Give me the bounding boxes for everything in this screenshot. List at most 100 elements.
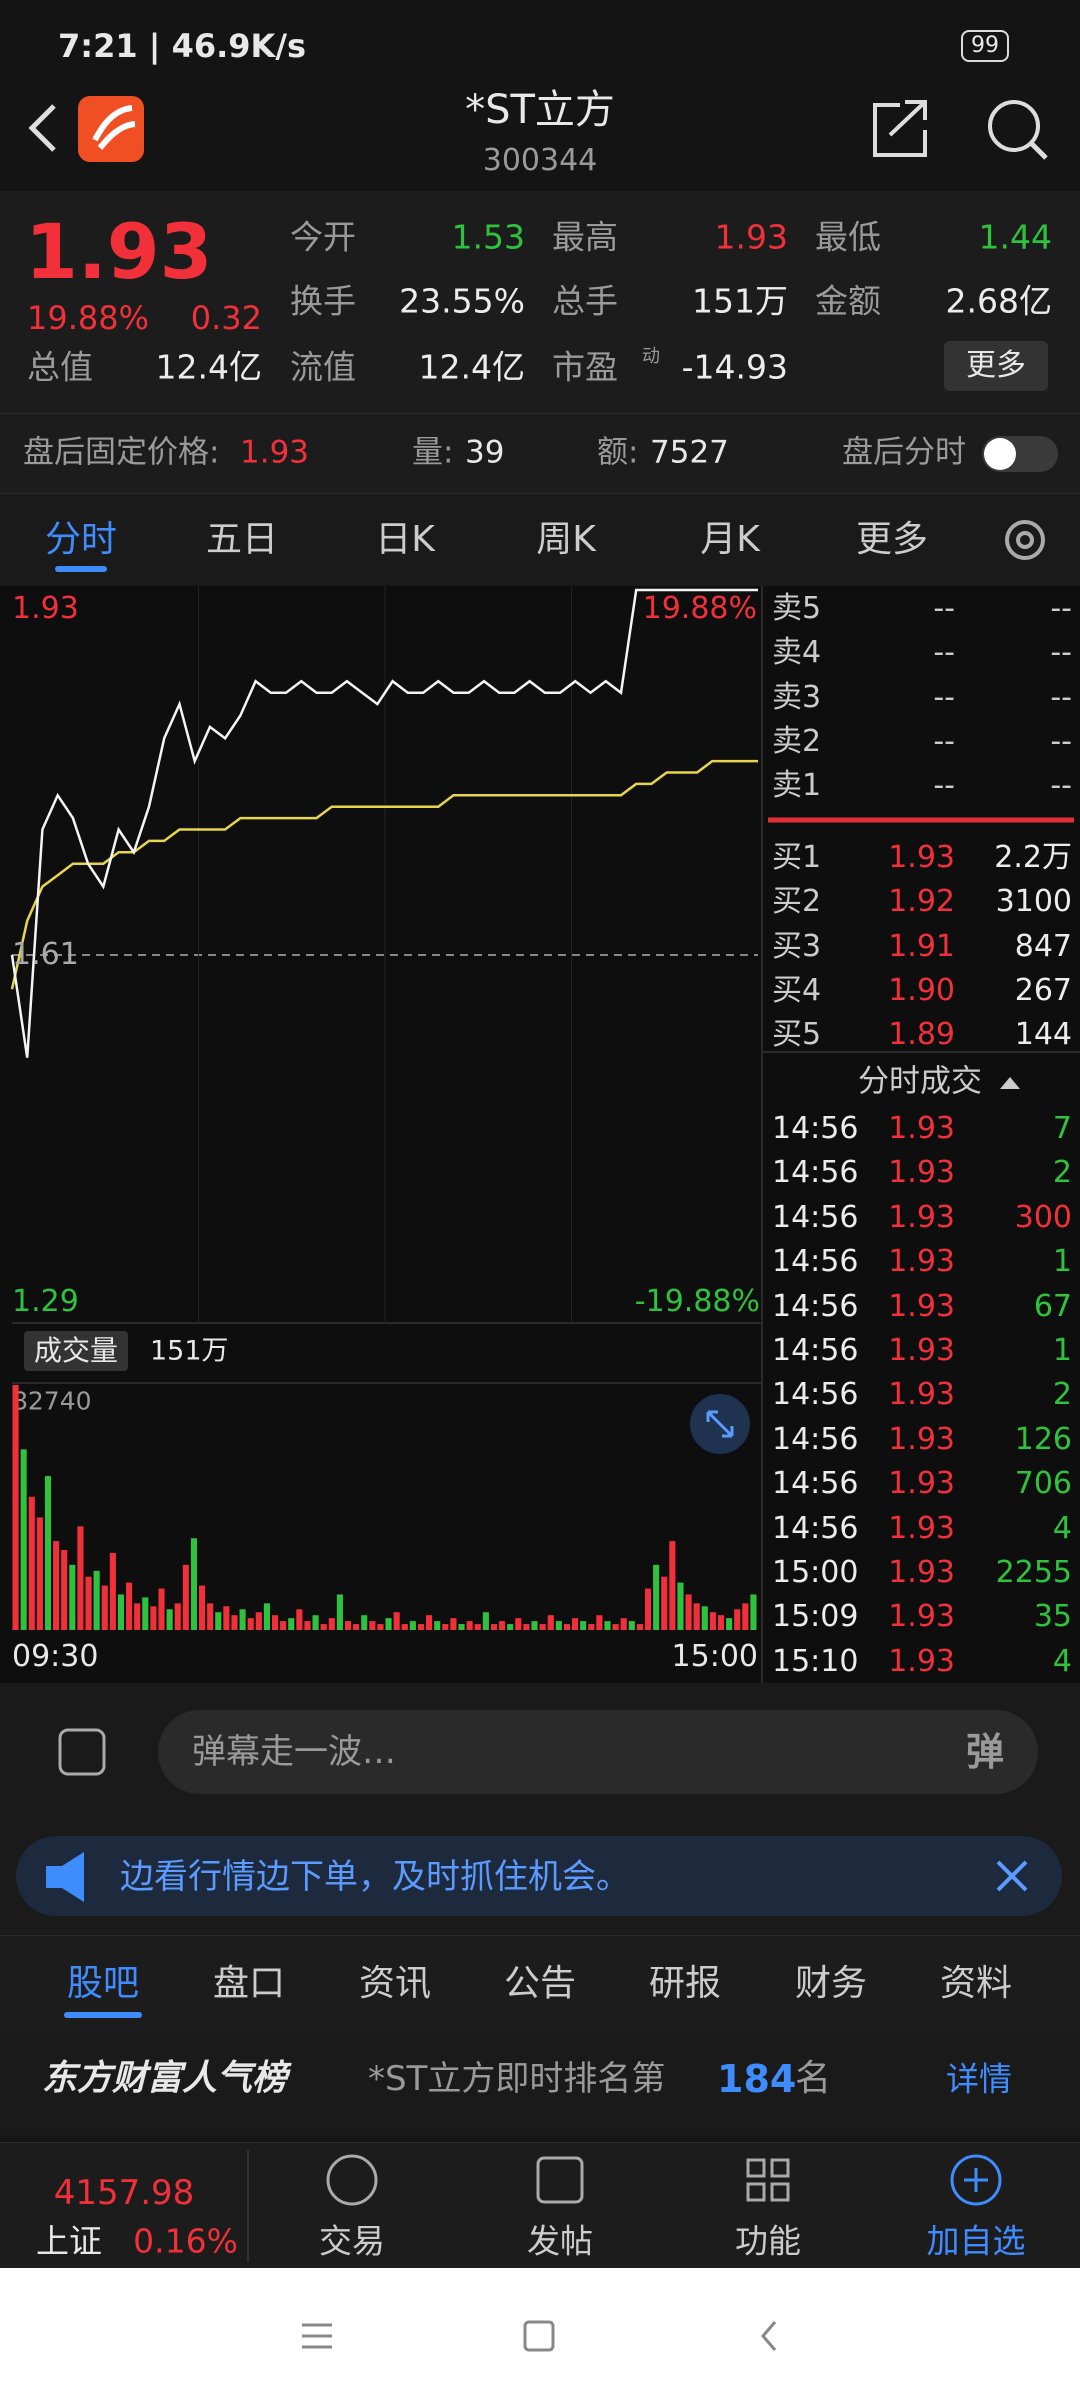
book-volume: -- bbox=[1050, 768, 1072, 804]
book-price: 1.89 bbox=[888, 1017, 955, 1053]
trade-volume: 4 bbox=[1052, 1510, 1072, 1546]
field-label: 市盈 bbox=[552, 347, 618, 387]
trade-volume: 2255 bbox=[995, 1555, 1072, 1590]
index-name: 上证 bbox=[36, 2221, 102, 2261]
quote-bg bbox=[0, 191, 1080, 413]
book-label: 卖2 bbox=[772, 723, 822, 759]
trade-volume: 1 bbox=[1052, 1244, 1072, 1280]
trade-volume: 2 bbox=[1052, 1377, 1072, 1413]
book-label: 买5 bbox=[772, 1017, 822, 1053]
y-tick-label: 1.93 bbox=[12, 591, 79, 626]
toggle-knob bbox=[984, 438, 1016, 470]
ah-label: 盘后固定价格: bbox=[23, 434, 220, 471]
field-value: 2.68亿 bbox=[945, 281, 1052, 321]
field-label: 流值 bbox=[290, 347, 356, 387]
more-button[interactable]: 更多 bbox=[944, 341, 1048, 391]
status-time: 7:21 | 46.9K/s bbox=[58, 27, 307, 65]
section-tab[interactable]: 财务 bbox=[794, 1963, 868, 2004]
trade-volume: 1 bbox=[1052, 1333, 1072, 1368]
book-price: 1.90 bbox=[888, 972, 955, 1008]
field-label: 最高 bbox=[552, 217, 618, 257]
ah-price: 1.93 bbox=[240, 434, 310, 471]
ranking-brand: 东方财富人气榜 bbox=[42, 2058, 288, 2099]
field-value: 1.44 bbox=[978, 217, 1052, 257]
ranking-unit: 名 bbox=[795, 2058, 832, 2099]
ranking-link[interactable]: 详情 bbox=[946, 2059, 1012, 2099]
section-tab[interactable]: 股吧 bbox=[66, 1963, 140, 2004]
book-volume: -- bbox=[1050, 723, 1072, 759]
field-label: 今开 bbox=[290, 217, 356, 257]
banner[interactable] bbox=[16, 1836, 1062, 1916]
field-value: -14.93 bbox=[681, 347, 788, 387]
pe-note: 动 bbox=[642, 346, 660, 367]
ah-vol-label: 量: bbox=[412, 434, 454, 471]
time-start: 09:30 bbox=[12, 1639, 99, 1674]
section-tab[interactable]: 公告 bbox=[503, 1963, 577, 2004]
section-tab[interactable]: 研报 bbox=[648, 1963, 722, 2004]
danmu-button[interactable]: 弹 bbox=[965, 1730, 1005, 1774]
trade-price: 1.93 bbox=[888, 1288, 955, 1324]
field-value: 1.53 bbox=[451, 217, 525, 257]
trade-volume: 67 bbox=[1033, 1288, 1072, 1324]
trade-volume: 35 bbox=[1033, 1599, 1072, 1635]
bottom-item[interactable]: 交易 bbox=[319, 2221, 385, 2261]
field-label: 总值 bbox=[27, 347, 93, 387]
book-price: 1.93 bbox=[888, 840, 955, 875]
book-volume: 847 bbox=[1014, 928, 1072, 964]
trade-volume: 706 bbox=[1014, 1466, 1072, 1502]
section-tabs-bg bbox=[0, 1935, 1080, 2031]
trade-time: 15:00 bbox=[772, 1555, 859, 1590]
trade-price: 1.93 bbox=[888, 1643, 955, 1679]
book-label: 卖5 bbox=[772, 591, 822, 626]
ah-vol: 39 bbox=[465, 434, 505, 471]
index-change: 0.16% bbox=[133, 2221, 238, 2261]
stock-code: 300344 bbox=[482, 143, 598, 178]
book-label: 买4 bbox=[772, 972, 822, 1008]
trade-time: 14:56 bbox=[772, 1288, 859, 1324]
trade-price: 1.93 bbox=[888, 1155, 955, 1191]
field-value: 151万 bbox=[692, 281, 788, 321]
volume-label[interactable]: 成交量 bbox=[24, 1331, 129, 1371]
volume-max: 82740 bbox=[12, 1386, 92, 1416]
chart-tab[interactable]: 更多 bbox=[855, 519, 929, 560]
chart-tab[interactable]: 月K bbox=[700, 519, 760, 560]
tabs-bg bbox=[0, 493, 1080, 587]
battery: 99 bbox=[961, 30, 1009, 62]
danmu-input[interactable] bbox=[158, 1710, 1038, 1794]
book-volume: 144 bbox=[1014, 1017, 1072, 1053]
chart-tab[interactable]: 分时 bbox=[44, 519, 118, 560]
trade-volume: 126 bbox=[1014, 1421, 1072, 1457]
trade-time: 14:56 bbox=[772, 1333, 859, 1368]
book-volume: -- bbox=[1050, 679, 1072, 715]
section-tab[interactable]: 资料 bbox=[939, 1963, 1013, 2004]
chart-tab[interactable]: 日K bbox=[375, 519, 435, 560]
bottom-item[interactable]: 功能 bbox=[735, 2221, 801, 2261]
toggle[interactable] bbox=[982, 436, 1058, 472]
field-value: 12.4亿 bbox=[155, 347, 262, 387]
book-price: 1.92 bbox=[888, 884, 955, 920]
danmu-placeholder: 弹幕走一波… bbox=[192, 1732, 396, 1772]
book-price: 1.91 bbox=[888, 928, 955, 964]
bottom-item[interactable]: 发帖 bbox=[527, 2221, 593, 2261]
book-volume: 3100 bbox=[995, 884, 1072, 920]
total-volume: 151万 bbox=[150, 1335, 229, 1367]
book-label: 卖4 bbox=[772, 635, 822, 671]
trade-price: 1.93 bbox=[888, 1111, 955, 1146]
header-bg bbox=[0, 0, 1080, 191]
book-label: 买2 bbox=[772, 884, 822, 920]
bottom-item[interactable]: 加自选 bbox=[926, 2221, 1026, 2261]
trade-price: 1.93 bbox=[888, 1555, 955, 1590]
book-volume: -- bbox=[1050, 591, 1072, 626]
section-tab[interactable]: 盘口 bbox=[212, 1963, 286, 2004]
field-label: 最低 bbox=[815, 217, 881, 257]
trade-price: 1.93 bbox=[888, 1510, 955, 1546]
ah-amt: 7527 bbox=[650, 434, 729, 471]
field-value: 12.4亿 bbox=[418, 347, 525, 387]
section-tab[interactable]: 资讯 bbox=[358, 1963, 432, 2004]
chart-tab[interactable]: 周K bbox=[536, 519, 596, 560]
ranking-text: *ST立方即时排名第 bbox=[368, 2059, 666, 2099]
stock-title: *ST立方 bbox=[465, 87, 615, 133]
chart-tab[interactable]: 五日 bbox=[205, 519, 279, 560]
book-volume: -- bbox=[1050, 635, 1072, 671]
